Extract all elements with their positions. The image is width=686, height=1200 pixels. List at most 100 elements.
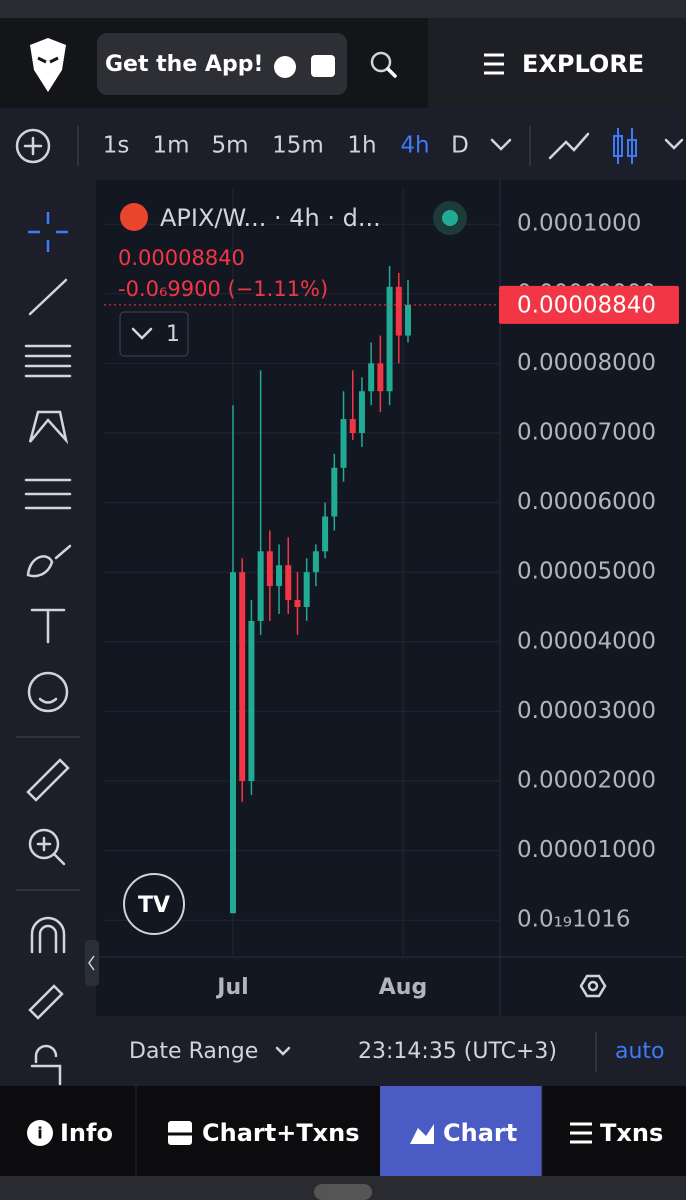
active-tab-bg (380, 1086, 542, 1176)
prediction-tool[interactable] (24, 478, 72, 510)
crosshair-tool[interactable] (28, 212, 68, 252)
txns-icon (570, 1122, 592, 1144)
y-tick-label: 0.00005000 (517, 559, 656, 585)
add-symbol-icon[interactable] (15, 128, 51, 164)
x-tick-label: Aug (379, 975, 427, 1000)
y-tick-label: 0.0001000 (517, 211, 641, 237)
candle-body (386, 286, 393, 392)
date-range-arrow (275, 1046, 291, 1056)
candle-body (405, 304, 411, 336)
candle-body (368, 363, 375, 392)
interval-button[interactable]: 1h (347, 133, 376, 159)
y-tick-label: 0.00008000 (517, 350, 656, 376)
tab-bar (0, 1086, 686, 1176)
candle-body (331, 467, 338, 517)
lock-drawing-tool[interactable] (28, 984, 64, 1020)
date-range[interactable]: Date Range (129, 1039, 258, 1064)
panel-toggle-arrow (88, 955, 95, 971)
emoji-tool[interactable] (27, 671, 69, 713)
candle-style-icon[interactable] (617, 128, 633, 164)
settings-icon[interactable] (579, 974, 607, 998)
token-icon (120, 203, 148, 231)
brush-tool[interactable] (26, 544, 72, 578)
explore-panel (428, 18, 686, 108)
emoji-smile (38, 697, 58, 704)
interval-button[interactable]: 1m (152, 133, 189, 159)
app-button[interactable] (97, 33, 347, 95)
logo-eyes (37, 56, 59, 64)
candle-body (312, 551, 319, 573)
price-tag (499, 285, 679, 324)
candle-body (340, 419, 347, 468)
y-tick-label: 0.00004000 (517, 628, 656, 654)
fib-tool[interactable] (24, 344, 72, 378)
info-icon-glyph: i (37, 1124, 42, 1143)
app-button-label: Get the App! (105, 52, 263, 77)
tab[interactable]: Txns (600, 1119, 663, 1147)
tv-logo-mark: TV (138, 893, 170, 918)
chart-title: APIX/W... · 4h · d... (160, 204, 381, 232)
clock: 23:14:35 (UTC+3) (358, 1039, 557, 1064)
y-tick-label: 0.00006000 (517, 489, 656, 515)
interval-button[interactable]: 1s (103, 133, 130, 159)
interval-button[interactable]: 5m (211, 133, 248, 159)
candle-body (294, 600, 301, 607)
auto-scale[interactable]: auto (615, 1039, 665, 1064)
candle-body (303, 572, 310, 607)
android-icon (311, 55, 335, 77)
status-dot (442, 210, 458, 226)
candle-body (285, 565, 292, 601)
info-icon (27, 1120, 53, 1146)
y-tick-label: 0.00001000 (517, 837, 656, 863)
search-icon[interactable] (370, 51, 392, 73)
panel-toggle[interactable] (85, 940, 99, 986)
pane-toggle[interactable] (119, 311, 189, 357)
candle-body (239, 572, 246, 781)
zoom-tool[interactable] (28, 828, 60, 860)
footer-bar (96, 1016, 686, 1086)
candle-body (266, 551, 273, 587)
tab[interactable]: Chart (443, 1119, 517, 1147)
candle-body (257, 551, 264, 621)
status-bar (0, 0, 686, 18)
logo[interactable] (30, 38, 66, 92)
pattern-tool[interactable] (28, 410, 69, 445)
menu-icon[interactable] (484, 53, 504, 75)
text-tool[interactable] (30, 608, 66, 644)
ruler-tool[interactable] (26, 758, 70, 802)
magnet-tool[interactable] (30, 916, 66, 954)
price-tag-label: 0.00008840 (517, 292, 656, 318)
settings-dot (587, 980, 599, 992)
line-style-icon[interactable] (548, 132, 590, 160)
candle-body (358, 391, 365, 433)
line-tool[interactable] (28, 278, 68, 316)
interval-dropdown[interactable] (490, 138, 512, 151)
legend-change: -0.0₆9900 (−1.11%) (118, 277, 328, 301)
interval-button[interactable]: 4h (400, 133, 429, 159)
y-tick-label: 0.00003000 (517, 698, 656, 724)
lock-tool[interactable] (30, 1044, 62, 1086)
home-button[interactable] (314, 1184, 372, 1200)
apple-icon (274, 56, 296, 78)
candle-body (377, 363, 384, 392)
candle-body (230, 572, 236, 914)
tab[interactable]: Info (60, 1119, 113, 1147)
search-handle (386, 67, 397, 78)
legend-price: 0.00008840 (118, 246, 245, 270)
style-dropdown[interactable] (664, 138, 684, 150)
explore-label[interactable]: EXPLORE (522, 50, 644, 78)
pane-count: 1 (166, 322, 180, 347)
toolbar (0, 108, 686, 180)
pane-toggle-arrow (131, 327, 153, 340)
interval-button[interactable]: D (451, 133, 469, 159)
tv-logo[interactable] (123, 873, 185, 935)
candle-body (395, 286, 402, 336)
interval-button[interactable]: 15m (272, 133, 324, 159)
zoom-plus (36, 836, 66, 866)
add-symbol-plus (23, 136, 43, 156)
tab[interactable]: Chart+Txns (202, 1119, 360, 1147)
candle-body (276, 565, 283, 587)
candle-body (349, 419, 356, 433)
